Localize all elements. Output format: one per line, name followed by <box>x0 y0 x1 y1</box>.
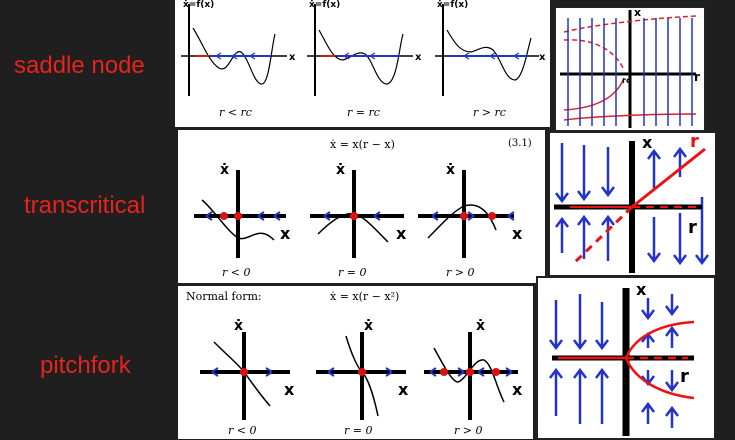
transcritical-bifurcation-svg <box>554 141 709 273</box>
saddle-xlabel-3: x <box>539 52 546 63</box>
saddle-plot-r-greater <box>435 4 539 96</box>
transcritical-ylabel-2: ẋ <box>336 162 346 178</box>
saddle-bif-r-label: r <box>694 70 700 84</box>
transcritical-xlabel-2: x <box>396 224 407 243</box>
transcritical-title: transcritical <box>24 192 146 219</box>
transcritical-eqnum: (3.1) <box>508 138 532 149</box>
saddle-node-flow-panel: ẋ=f(x) ẋ=f(x) ẋ=f(x) x x x r < rc r = rc… <box>175 0 550 127</box>
saddle-node-flow-svg <box>181 4 539 96</box>
pitchfork-bifurcation-svg <box>549 288 695 436</box>
transcritical-plot-r-equal <box>310 170 404 258</box>
transcritical-case-2: r = 0 <box>338 266 367 279</box>
pitchfork-flow-svg <box>200 332 518 420</box>
saddle-ylabel-1: ẋ=f(x) <box>183 0 215 10</box>
saddle-plot-r-less <box>181 4 287 96</box>
saddle-case-2: r = rc <box>347 106 380 119</box>
pitchfork-xlabel-3: x <box>512 380 523 399</box>
pitchfork-case-3: r > 0 <box>454 424 483 437</box>
transcritical-plot-r-less <box>194 170 286 258</box>
saddle-xlabel-1: x <box>289 52 296 63</box>
transcritical-plot-r-greater <box>418 170 515 258</box>
pitchfork-bifurcation-panel: x r <box>536 276 716 440</box>
transcritical-xlabel-1: x <box>280 224 291 243</box>
transcritical-xlabel-3: x <box>512 224 523 243</box>
saddle-node-title: saddle node <box>14 52 145 79</box>
pitchfork-ylabel-3: ẋ <box>476 318 486 334</box>
saddle-bif-rc-label: rc <box>622 76 631 85</box>
transcritical-ylabel-3: ẋ <box>446 162 456 178</box>
saddle-bifurcation-svg <box>560 10 697 128</box>
transcritical-bifurcation-panel: x r r <box>548 131 717 277</box>
saddle-ylabel-2: ẋ=f(x) <box>309 0 341 10</box>
saddle-plot-r-equal <box>307 4 413 96</box>
saddle-ylabel-3: ẋ=f(x) <box>437 0 469 10</box>
saddle-xlabel-2: x <box>415 52 422 63</box>
pitchfork-title: pitchfork <box>40 352 131 379</box>
saddle-case-3: r > rc <box>473 106 506 119</box>
transcritical-case-3: r > 0 <box>446 266 475 279</box>
pitchfork-plot-r-greater <box>424 332 518 420</box>
pitchfork-xlabel-2: x <box>398 380 409 399</box>
pitchfork-bif-x-label: x <box>636 280 647 299</box>
pitchfork-xlabel-1: x <box>284 380 295 399</box>
pitchfork-flow-panel: Normal form: ẋ = x(r − x²) ẋ ẋ ẋ x x x r… <box>178 286 533 439</box>
saddle-case-1: r < rc <box>219 106 252 119</box>
pitchfork-case-2: r = 0 <box>344 424 373 437</box>
pitchfork-equation: ẋ = x(r − x²) <box>330 290 400 303</box>
transcritical-flow-svg <box>194 170 515 258</box>
pitchfork-plot-r-less <box>200 332 290 420</box>
pitchfork-normal-form-label: Normal form: <box>186 290 262 303</box>
transcritical-flow-panel: ẋ = x(r − x) (3.1) ẋ ẋ ẋ x x x r < 0 r =… <box>178 130 545 283</box>
pitchfork-ylabel-1: ẋ <box>234 318 244 334</box>
transcritical-bif-r-top-label: r <box>690 131 699 152</box>
pitchfork-case-1: r < 0 <box>228 424 257 437</box>
saddle-node-bifurcation-panel: x r rc <box>554 6 706 132</box>
transcritical-bif-x-label: x <box>642 133 653 152</box>
pitchfork-ylabel-2: ẋ <box>364 318 374 334</box>
transcritical-bif-r-label: r <box>688 217 697 238</box>
pitchfork-bif-r-label: r <box>680 366 689 387</box>
transcritical-equation: ẋ = x(r − x) <box>330 138 395 151</box>
saddle-bif-x-label: x <box>634 6 642 19</box>
pitchfork-plot-r-equal <box>316 332 406 420</box>
transcritical-case-1: r < 0 <box>222 266 251 279</box>
transcritical-ylabel-1: ẋ <box>220 162 230 178</box>
